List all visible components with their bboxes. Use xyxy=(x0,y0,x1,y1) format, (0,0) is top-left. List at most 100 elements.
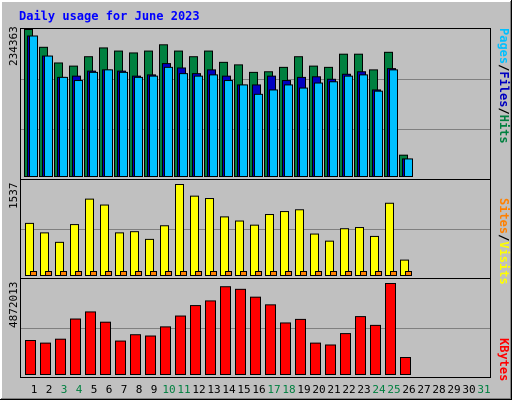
sites-bar xyxy=(150,271,157,276)
day-label: 2 xyxy=(46,383,53,396)
sites-bar xyxy=(75,271,82,276)
day-axis-labels: 1 2 3 4 5 6 7 8 9 10 11 12 13 14 15 16 17 18 19 20 21 22 23 24 2… xyxy=(31,383,491,396)
chart-title: Daily usage for June 2023 xyxy=(19,9,200,23)
sites-bar xyxy=(105,271,112,276)
pages-bar xyxy=(134,76,143,177)
legend-sites: Sites xyxy=(497,198,511,234)
pages-bar xyxy=(104,69,113,177)
visits-bar xyxy=(130,231,139,276)
pages-bar xyxy=(254,93,263,177)
day-label: 10 xyxy=(162,383,175,396)
visits-bar xyxy=(175,184,184,276)
visits-bar xyxy=(265,214,274,276)
pages-bar xyxy=(209,74,218,177)
panel1-bars xyxy=(24,29,413,178)
panel2-ymax-label: 1537 xyxy=(7,183,20,210)
panel2-bars xyxy=(25,184,412,277)
hits-files-pages-panel: 234363 Pages/Files/Hits xyxy=(7,26,511,180)
day-label: 23 xyxy=(357,383,370,396)
pages-bar xyxy=(224,80,233,177)
day-label: 11 xyxy=(177,383,190,396)
kbytes-bar xyxy=(265,304,276,376)
svg-text:Pages/Files/Hits: Pages/Files/Hits xyxy=(497,28,511,144)
sites-bar xyxy=(285,271,292,276)
kbytes-bar xyxy=(190,305,201,375)
visits-bar xyxy=(190,195,199,277)
legend-kbytes: KBytes xyxy=(497,338,511,381)
kbytes-bar xyxy=(115,340,126,376)
day-label: 14 xyxy=(222,383,236,396)
sites-bar xyxy=(90,271,97,276)
visits-bar xyxy=(310,233,319,277)
pages-bar xyxy=(344,75,353,177)
visits-bar xyxy=(385,202,394,277)
pages-bar xyxy=(314,82,323,177)
pages-bar xyxy=(359,74,368,177)
kbytes-bar xyxy=(370,324,381,375)
day-label: 29 xyxy=(447,383,460,396)
kbytes-bar xyxy=(325,344,336,376)
panel2-legend: Sites/Visits xyxy=(497,198,511,285)
visits-bar xyxy=(355,227,364,276)
pages-bar xyxy=(374,90,383,177)
visits-bar xyxy=(160,225,169,276)
day-label: 5 xyxy=(91,383,98,396)
kbytes-bar xyxy=(310,342,321,375)
pages-bar xyxy=(194,75,203,177)
day-label: 16 xyxy=(252,383,265,396)
kbytes-bar xyxy=(40,342,51,375)
day-label: 24 xyxy=(372,383,386,396)
sites-bar xyxy=(165,271,172,276)
day-label: 1 xyxy=(31,383,38,396)
visits-bar xyxy=(100,204,109,276)
pages-bar xyxy=(149,75,158,177)
svg-text:Sites/Visits: Sites/Visits xyxy=(497,198,511,285)
visits-bar xyxy=(295,209,304,276)
day-label: 13 xyxy=(207,383,220,396)
kbytes-bar xyxy=(340,333,351,376)
sites-bar xyxy=(135,271,142,276)
panel1-legend: Pages/Files/Hits xyxy=(497,28,511,144)
pages-bar xyxy=(44,55,53,177)
visits-bar xyxy=(325,240,334,276)
sites-bar xyxy=(60,271,67,276)
pages-bar xyxy=(389,69,398,177)
visits-bar xyxy=(115,232,124,277)
day-label: 21 xyxy=(327,383,340,396)
sites-bar xyxy=(315,271,322,276)
day-label: 7 xyxy=(121,383,128,396)
kbytes-bar xyxy=(235,288,246,376)
legend-files: Files xyxy=(497,71,511,107)
visits-bar xyxy=(340,228,349,276)
sites-bar xyxy=(360,271,367,276)
kbytes-bar xyxy=(205,300,216,375)
sites-bar xyxy=(210,271,217,276)
kbytes-bar xyxy=(160,326,171,376)
day-label: 18 xyxy=(282,383,295,396)
svg-text:KBytes: KBytes xyxy=(497,338,511,381)
kbytes-bar xyxy=(295,318,306,375)
pages-bar xyxy=(89,71,98,177)
kbytes-bar xyxy=(130,334,141,376)
kbytes-bar xyxy=(70,318,81,375)
visits-bar xyxy=(85,198,94,277)
day-label: 25 xyxy=(387,383,400,396)
sites-bar xyxy=(30,271,37,276)
sites-bar xyxy=(300,271,307,276)
legend-visits: Visits xyxy=(497,241,511,284)
visits-bar xyxy=(40,232,49,277)
visits-bar xyxy=(250,224,259,277)
day-label: 17 xyxy=(267,383,280,396)
day-label: 28 xyxy=(432,383,445,396)
pages-bar xyxy=(284,84,293,177)
visits-bar xyxy=(235,220,244,277)
pages-bar xyxy=(179,73,188,177)
kbytes-bar xyxy=(280,322,291,376)
kbytes-bar xyxy=(385,283,396,375)
panel3-legend: KBytes xyxy=(497,338,511,381)
day-label: 26 xyxy=(402,383,415,396)
panel3-ymax-label: 4872013 xyxy=(7,282,20,328)
visits-bar xyxy=(280,211,289,276)
kbytes-bar xyxy=(145,335,156,376)
kbytes-bar xyxy=(55,338,66,375)
